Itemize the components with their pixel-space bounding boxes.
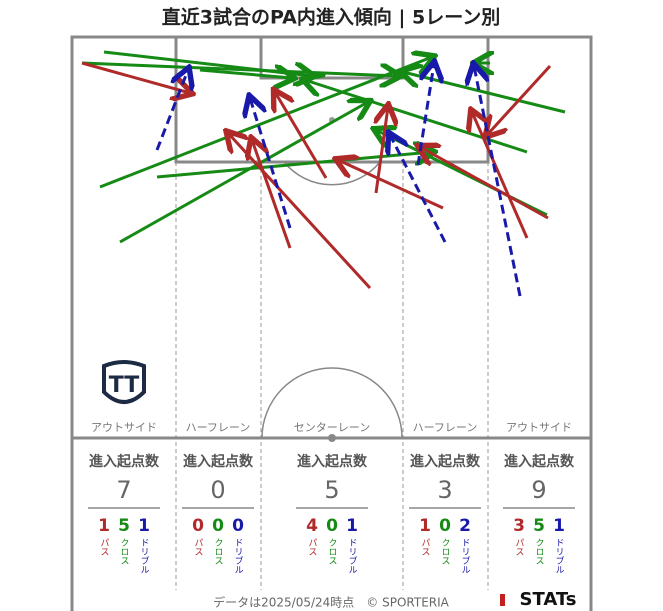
pass-label: パス: [420, 538, 431, 556]
dribble-count: 1: [346, 516, 358, 536]
total: 3: [437, 476, 452, 504]
dribble-label: ドリブル: [460, 538, 471, 574]
dribble-label: ドリブル: [139, 538, 150, 574]
lane-name: アウトサイド: [506, 421, 572, 434]
pass-label: パス: [193, 538, 204, 556]
pass-count: 1: [419, 516, 431, 536]
dribble-label: ドリブル: [347, 538, 358, 574]
total: 0: [210, 476, 225, 504]
stat-title: 進入起点数: [410, 453, 481, 470]
dribble-label: ドリブル: [554, 538, 565, 574]
cross-label: クロス: [440, 538, 450, 565]
pass-count: 1: [98, 516, 110, 536]
cross-label: クロス: [534, 538, 544, 565]
cross-label: クロス: [119, 538, 129, 565]
arrows: [81, 52, 566, 297]
cross-count: 5: [118, 516, 130, 536]
stat-title: 進入起点数: [89, 453, 160, 470]
pass-label: パス: [99, 538, 110, 556]
total: 5: [324, 476, 339, 504]
pass-count: 4: [306, 516, 318, 536]
brand-mark: [500, 594, 505, 606]
total: 9: [531, 476, 546, 504]
lane-name: ハーフレーン: [413, 421, 478, 434]
cross-count: 0: [439, 516, 451, 536]
lane-name: ハーフレーン: [186, 421, 251, 434]
cross-label: クロス: [213, 538, 223, 565]
cross-count: 0: [212, 516, 224, 536]
dribble-count: 0: [232, 516, 244, 536]
pass-count: 3: [513, 516, 525, 536]
footer-note: データは2025/05/24時点 © SPORTERIA: [213, 595, 450, 610]
lane-name: アウトサイド: [91, 421, 157, 434]
pass-label: パス: [514, 538, 525, 556]
stat-title: 進入起点数: [183, 453, 254, 470]
logo: TT: [102, 360, 146, 404]
cross-count: 5: [533, 516, 545, 536]
dribble-count: 2: [459, 516, 471, 536]
stat-title: 進入起点数: [504, 453, 575, 470]
cross-count: 0: [326, 516, 338, 536]
total: 7: [116, 476, 131, 504]
title: 直近3試合のPA内進入傾向 | 5レーン別: [162, 6, 501, 29]
pass-label: パス: [307, 538, 318, 556]
brand: STATs: [520, 589, 577, 610]
svg-text:TT: TT: [109, 373, 140, 398]
lane-name: センターレーン: [294, 421, 370, 434]
pass-count: 0: [192, 516, 204, 536]
cross-label: クロス: [327, 538, 337, 565]
dribble-count: 1: [138, 516, 150, 536]
stat-title: 進入起点数: [297, 453, 368, 470]
lane-stats: アウトサイド進入起点数71パス5クロス1ドリブルハーフレーン進入起点数00パス0…: [88, 421, 575, 574]
dribble-label: ドリブル: [233, 538, 244, 574]
dribble-count: 1: [553, 516, 565, 536]
